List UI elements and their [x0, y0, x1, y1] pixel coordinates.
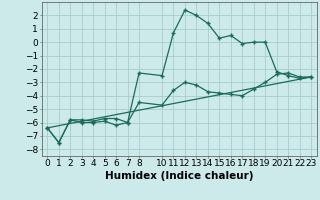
X-axis label: Humidex (Indice chaleur): Humidex (Indice chaleur) — [105, 171, 253, 181]
